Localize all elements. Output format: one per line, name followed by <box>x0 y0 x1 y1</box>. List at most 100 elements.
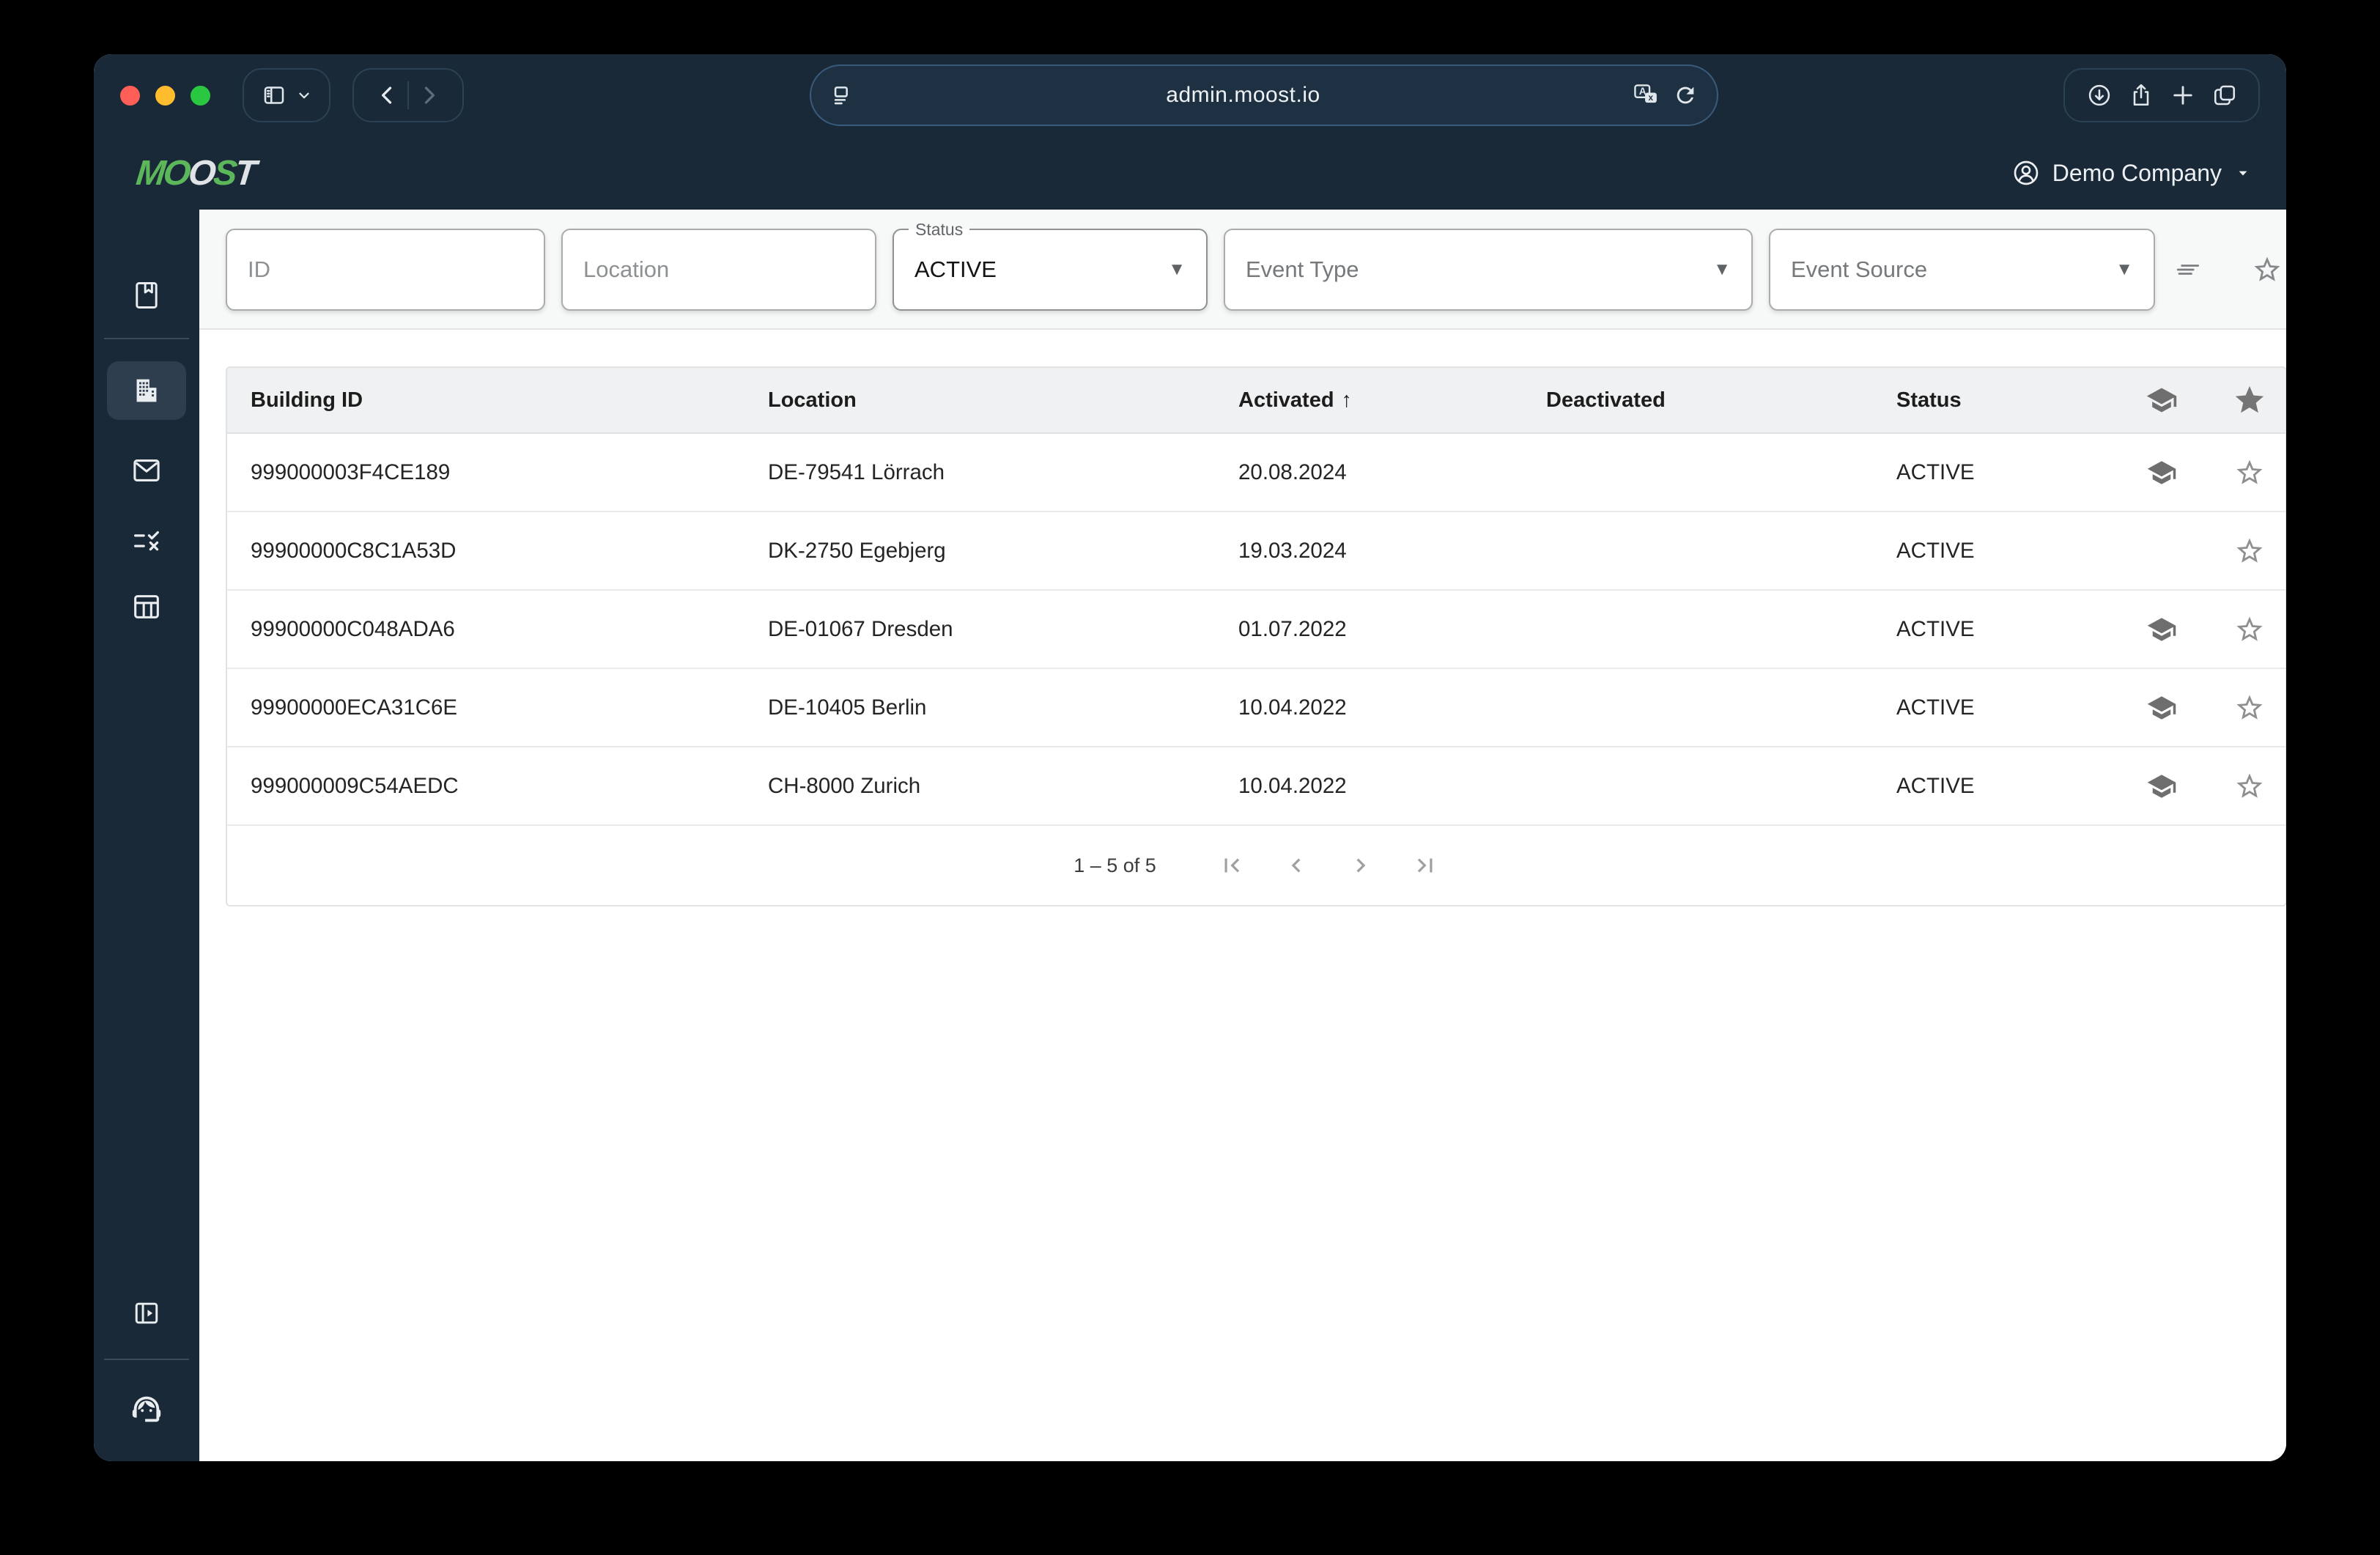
favorite-star-button[interactable] <box>2234 536 2265 566</box>
cell-status: ACTIVE <box>1896 459 1975 484</box>
cell-location: CH-8000 Zurich <box>768 773 921 798</box>
next-page-button[interactable] <box>1347 852 1375 879</box>
school-icon <box>2146 384 2178 416</box>
browser-actions <box>2063 68 2260 122</box>
table-row[interactable]: 999000003F4CE189 DE-79541 Lörrach 20.08.… <box>227 434 2285 511</box>
table-row[interactable]: 999000009C54AEDC CH-8000 Zurich 10.04.20… <box>227 746 2285 824</box>
event-source-filter-select[interactable]: Event Source ▼ <box>1769 229 2155 311</box>
cell-building-id: 999000009C54AEDC <box>251 773 459 798</box>
star-outline-icon[interactable] <box>2252 254 2283 285</box>
star-filled-icon <box>2233 383 2266 417</box>
account-circle-icon <box>2011 158 2041 188</box>
account-menu[interactable]: Demo Company <box>2011 158 2252 188</box>
sidebar-item-buildings[interactable] <box>107 361 186 420</box>
sidebar-item-book[interactable] <box>130 279 163 311</box>
favorite-star-button[interactable] <box>2234 771 2265 802</box>
chevron-down-icon <box>296 87 312 103</box>
cell-activated: 01.07.2022 <box>1238 616 1347 641</box>
table-icon <box>130 590 163 624</box>
cell-building-id: 99900000C048ADA6 <box>251 616 455 641</box>
dropdown-arrow-icon: ▼ <box>2115 259 2133 279</box>
school-icon <box>2146 457 2177 488</box>
sidebar <box>94 210 199 1461</box>
reader-icon[interactable] <box>830 83 855 108</box>
table-row[interactable]: 99900000C8C1A53D DK-2750 Egebjerg 19.03.… <box>227 511 2285 589</box>
pagination: 1 – 5 of 5 <box>227 824 2285 905</box>
app-header: MOOST Demo Company <box>94 136 2286 210</box>
sort-asc-icon: ↑ <box>1341 388 1353 412</box>
school-icon <box>2146 692 2177 723</box>
table-body: 999000003F4CE189 DE-79541 Lörrach 20.08.… <box>227 434 2285 824</box>
sidebar-item-rules[interactable] <box>130 524 163 558</box>
address-bar[interactable]: admin.moost.io A x <box>809 64 1718 126</box>
school-icon <box>2146 614 2177 645</box>
sidebar-divider <box>104 338 189 339</box>
filter-list-icon[interactable] <box>2171 254 2203 286</box>
cell-status: ACTIVE <box>1896 773 1975 798</box>
sidebar-toggle-icon <box>261 82 287 108</box>
back-button[interactable] <box>375 83 400 108</box>
minimize-window-button[interactable] <box>155 85 175 106</box>
share-icon[interactable] <box>2128 82 2154 108</box>
cell-building-id: 99900000C8C1A53D <box>251 538 457 563</box>
sidebar-toggle-button[interactable] <box>243 68 330 122</box>
event-type-placeholder: Event Type <box>1246 256 1359 282</box>
moost-logo: MOOST <box>134 153 258 193</box>
cell-building-id: 999000003F4CE189 <box>251 459 451 484</box>
sidebar-divider <box>104 1359 189 1360</box>
close-window-button[interactable] <box>120 85 140 106</box>
column-header-school[interactable] <box>2110 384 2213 416</box>
mail-icon <box>130 454 163 487</box>
cell-location: DE-79541 Lörrach <box>768 459 945 484</box>
tabs-overview-icon[interactable] <box>2211 82 2238 108</box>
sidebar-item-tables[interactable] <box>130 590 163 624</box>
nav-divider <box>407 81 409 109</box>
column-header-activated[interactable]: Activated ↑ <box>1238 388 1353 412</box>
school-icon <box>2146 771 2177 802</box>
buildings-table: Building ID Location Activated ↑ Deactiva… <box>226 366 2286 906</box>
cell-activated: 10.04.2022 <box>1238 695 1347 720</box>
favorite-star-button[interactable] <box>2234 614 2265 645</box>
status-filter-select[interactable]: Status ACTIVE ▼ <box>892 220 1208 311</box>
forward-button[interactable] <box>416 83 441 108</box>
column-header-building-id[interactable]: Building ID <box>251 388 363 412</box>
first-page-button[interactable] <box>1218 852 1246 879</box>
column-header-status[interactable]: Status <box>1896 388 1962 412</box>
download-icon[interactable] <box>2086 82 2113 108</box>
column-header-location[interactable]: Location <box>768 388 857 412</box>
zoom-window-button[interactable] <box>191 85 210 106</box>
last-page-button[interactable] <box>1411 852 1439 879</box>
dropdown-arrow-icon: ▼ <box>1713 259 1731 279</box>
new-tab-icon[interactable] <box>2170 82 2196 108</box>
logo-letter: T <box>232 153 258 193</box>
cell-location: DK-2750 Egebjerg <box>768 538 946 563</box>
cell-building-id: 99900000ECA31C6E <box>251 695 458 720</box>
table-row[interactable]: 99900000ECA31C6E DE-10405 Berlin 10.04.2… <box>227 668 2285 746</box>
rule-check-icon <box>130 524 163 558</box>
prev-page-button[interactable] <box>1282 852 1310 879</box>
sidebar-item-mail[interactable] <box>130 454 163 487</box>
status-filter-label: Status <box>909 220 970 239</box>
favorite-star-button[interactable] <box>2234 692 2265 723</box>
reload-icon[interactable] <box>1673 83 1698 108</box>
column-header-favorites[interactable] <box>2213 383 2285 417</box>
dropdown-arrow-icon: ▼ <box>1168 259 1186 279</box>
main-content: Status ACTIVE ▼ Event Type ▼ Event Sourc… <box>199 210 2286 1461</box>
browser-window: admin.moost.io A x <box>94 54 2286 1461</box>
filter-bar: Status ACTIVE ▼ Event Type ▼ Event Sourc… <box>199 210 2286 330</box>
table-header: Building ID Location Activated ↑ Deactiva… <box>227 368 2285 434</box>
cell-status: ACTIVE <box>1896 695 1975 720</box>
cell-activated: 20.08.2024 <box>1238 459 1347 484</box>
event-type-filter-select[interactable]: Event Type ▼ <box>1224 229 1753 311</box>
sidebar-item-collapse[interactable] <box>130 1297 163 1329</box>
column-header-deactivated[interactable]: Deactivated <box>1546 388 1666 412</box>
support-agent-icon <box>130 1392 163 1426</box>
account-label: Demo Company <box>2052 159 2222 186</box>
translate-icon[interactable]: A x <box>1632 81 1660 109</box>
sidebar-item-support[interactable] <box>130 1392 163 1426</box>
id-filter-input[interactable] <box>226 229 545 311</box>
cell-location: DE-01067 Dresden <box>768 616 953 641</box>
favorite-star-button[interactable] <box>2234 457 2265 488</box>
table-row[interactable]: 99900000C048ADA6 DE-01067 Dresden 01.07.… <box>227 589 2285 668</box>
location-filter-input[interactable] <box>561 229 876 311</box>
